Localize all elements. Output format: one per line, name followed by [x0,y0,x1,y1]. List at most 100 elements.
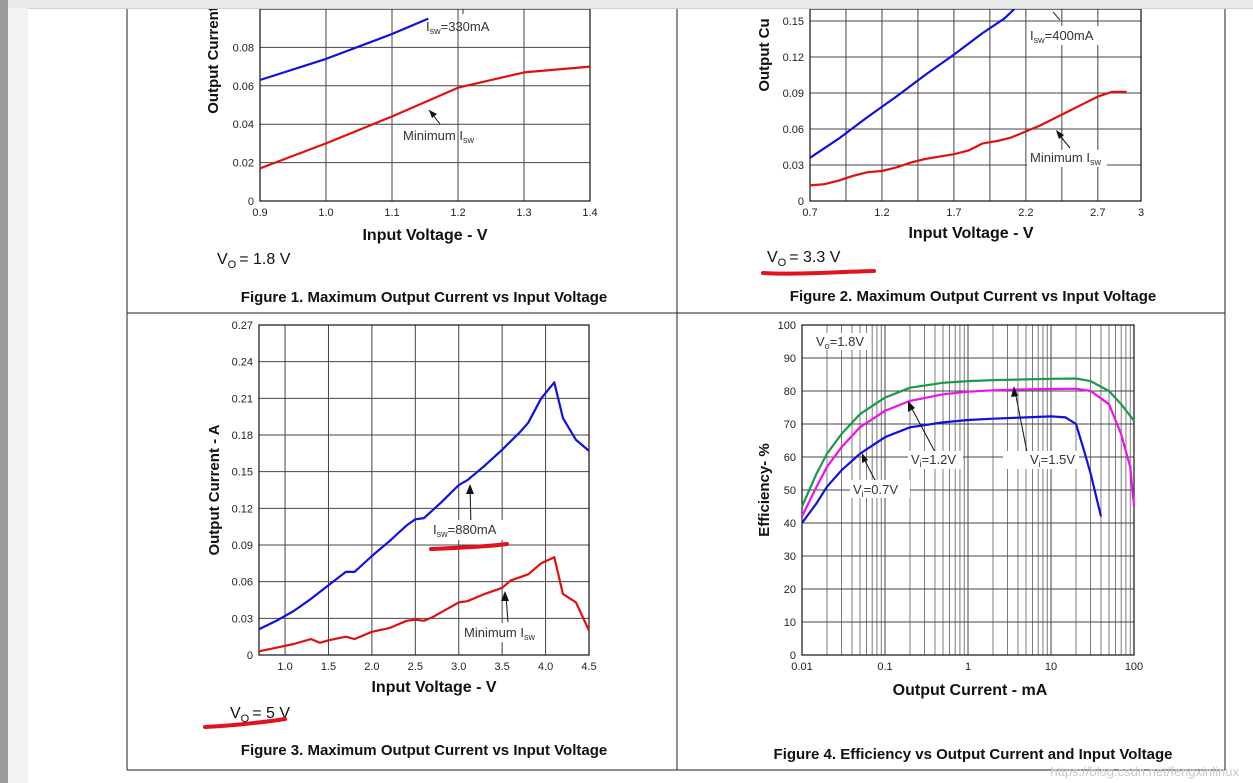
figure-2-vo-v: V [767,249,778,266]
figure-1-annotation-isw-sub: sw [430,26,442,36]
figure-2-series-2 [809,90,1127,187]
figure-2-annotation-min-text: Minimum Isw [1030,150,1101,167]
figure-3-annotation-min-label: Minimum I [464,625,524,640]
figure-1-annotation-isw-rest: =330mA [441,19,490,34]
figure-4-series-2 [801,387,1136,517]
figure-1-annotation-min-text: Minimum Isw [403,128,474,145]
figure-4-xtick-label: 0.01 [791,661,812,673]
figure-3-vo-v: V [230,705,241,722]
figure-4-annotation-15-v: V [1030,452,1039,467]
figure-3-annotation-min: Minimum Isw [461,591,543,642]
figure-4-series-3 [801,415,1103,524]
figure-4-plot: 0 10 20 30 40 50 60 70 80 90 100 0.01 0.1 1 10 100 [778,320,1144,673]
figure-4-ytick-label: 80 [784,386,796,398]
figure-4-xtick-label: 1 [965,661,971,673]
figure-2-annotation-min: Minimum Isw [1027,130,1107,167]
figure-1-xtick-label: 0.9 [252,207,267,219]
figure-2-xtick-label: 3 [1138,207,1144,219]
figure-3-xtick-label: 4.0 [538,661,553,673]
figure-1-xtick-label: 1.4 [582,207,597,219]
figure-2-frame [809,9,1142,202]
figure-4-annotation-07-rest: =0.7V [864,482,899,497]
figure-4-xlabel: Output Current - mA [893,682,1048,699]
figure-1-vo-sub: O [228,259,237,271]
figure-4-annotation-15-rest: =1.5V [1041,452,1076,467]
figure-1-vo-v: V [217,251,228,268]
figure-4-annotation-vo: Vo=1.8V [812,333,870,351]
figure-2-ytick-label: 0.09 [783,88,804,100]
figure-4-caption: Figure 4. Efficiency vs Output Current a… [774,746,1173,763]
figure-2-annotation-isw-i: I [1030,28,1034,43]
viewer-top-bar [0,0,1253,9]
figure-3-xtick-label: 4.5 [581,661,596,673]
figure-2-xtick-label: 1.2 [874,207,889,219]
figure-4-annotation-07-v: V [853,482,862,497]
figure-2-annotation-isw-rest: =400mA [1045,28,1094,43]
figure-3-ylabel: Output Current - A [206,424,223,555]
figure-3-vo-sub: O [241,713,250,725]
figure-4-xtick-label: 100 [1125,661,1143,673]
figure-2-annotation-min-sub: sw [1090,157,1102,167]
figure-1-xtick-label: 1.1 [384,207,399,219]
figure-1-annotation-isw-text: Isw=330mA [426,19,490,36]
figure-1-xtick-label: 1.2 [450,207,465,219]
figure-1-vo: VO = 1.8 V [217,251,291,271]
viewer-left-scrollbar[interactable] [0,0,8,783]
figure-2-vo-value: = 3.3 V [789,249,840,266]
figure-1-annotation-min-sub: sw [463,135,475,145]
figure-2-xlabel: Input Voltage - V [908,225,1033,242]
figure-1-ytick-label: 0.04 [233,119,254,131]
figure-3: 0 0.03 0.06 0.09 0.12 0.15 0.18 0.21 0.24 0.27 1.0… [203,320,607,759]
figure-3-annotation-isw-i: I [433,522,437,537]
table-grid [126,9,1226,771]
viewer-left-gutter [8,8,29,783]
figure-4-annotation-07-text: Vi=0.7V [853,482,898,499]
figure-1-ytick-label: 0 [248,196,254,208]
figure-1-annotation-isw-i: I [426,19,430,34]
figure-2: 0 0.03 0.06 0.09 0.12 0.15 0.7 1.2 1.7 2.2 2.7 3 Ou… [756,9,1156,305]
figure-2-vo-sub: O [778,257,787,269]
figure-4-ytick-label: 30 [784,551,796,563]
figure-1-ytick-label: 0.02 [233,158,254,170]
figure-3-annotation-isw: Isw=880mA [429,484,509,551]
figure-4-annotation-12: Vi=1.2V [908,401,963,469]
figure-4-annotation-vo-v: V [816,334,825,349]
figure-2-xtick-label: 2.7 [1090,207,1105,219]
figure-1-annotation-isw: Isw=330mA [426,9,490,36]
figure-2-annotation-min-label: Minimum I [1030,150,1090,165]
watermark: https://blog.csdn.net/fengxinlinux [1050,764,1239,779]
document-page: 0 0.02 0.04 0.06 0.08 0.9 1.0 1.1 1.2 1.3 1.4 Outp… [28,9,1253,783]
figure-3-annotation-min-sub: sw [524,632,536,642]
figure-2-ytick-label: 0.06 [783,124,804,136]
figure-4-frame [801,324,1135,656]
figure-3-xtick-label: 3.5 [495,661,510,673]
figure-1-caption: Figure 1. Maximum Output Current vs Inpu… [241,289,607,306]
figure-4-annotation-07-sub: i [862,489,864,499]
figure-3-plot: 0 0.03 0.06 0.09 0.12 0.15 0.18 0.21 0.24 0.27 1.0… [232,320,597,673]
figure-panels: 0 0.02 0.04 0.06 0.08 0.9 1.0 1.1 1.2 1.3 1.4 Outp… [126,9,1226,771]
figure-1-ytick-label: 0.08 [233,42,254,54]
figure-1-ytick-label: 0.06 [233,81,254,93]
figure-4-ylabel: Efficiency- % [756,443,773,536]
figure-3-annotation-isw-sub: sw [437,529,449,539]
figure-3-annotation-min-text: Minimum Isw [464,625,535,642]
figure-3-ytick-label: 0.21 [232,393,253,405]
figure-4-annotation-vo-sub: o [825,341,830,351]
figure-3-ytick-label: 0.03 [232,613,253,625]
figure-2-xtick-label: 0.7 [802,207,817,219]
figure-3-annotation-isw-rest: =880mA [448,522,497,537]
figure-1-series-2 [259,65,591,170]
figure-3-ytick-label: 0.27 [232,320,253,332]
figure-3-ytick-label: 0.06 [232,577,253,589]
figure-2-ylabel: Output Cu [756,18,773,91]
figure-3-ytick-label: 0.18 [232,430,253,442]
figure-2-annotation-isw: Isw=400mA [1027,11,1099,45]
figure-4-xtick-label: 0.1 [877,661,892,673]
figure-1-annotation-min-label: Minimum I [403,128,463,143]
figure-1-gridlines [259,9,591,202]
figure-4-ytick-label: 90 [784,353,796,365]
figure-4-annotation-vo-text: Vo=1.8V [816,334,864,351]
figure-2-annotation-isw-sub: sw [1034,35,1046,45]
figure-3-xtick-label: 3.0 [451,661,466,673]
figure-2-vo: VO = 3.3 V [767,249,841,269]
